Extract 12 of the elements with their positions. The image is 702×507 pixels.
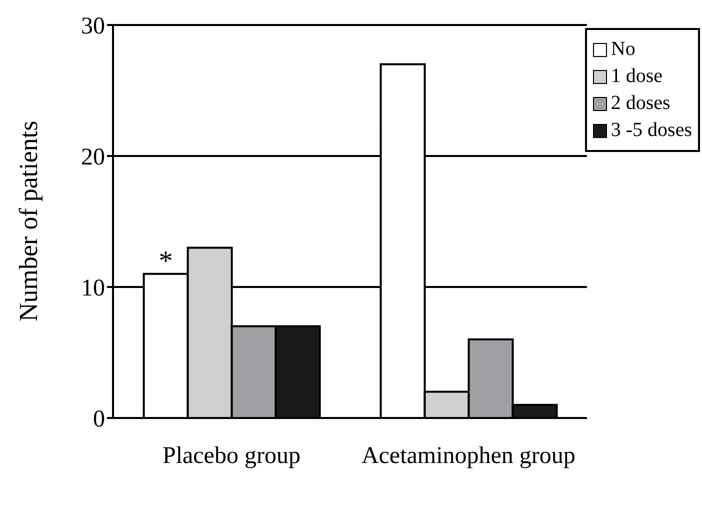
legend-label: 3 -5 doses	[610, 119, 692, 142]
x-tick-label: Acetaminophen group	[361, 443, 576, 470]
x-tick-label: Placebo group	[162, 443, 300, 470]
annotation: *	[158, 246, 173, 277]
y-tick-label: 10	[81, 276, 105, 302]
y-axis-title: Number of patients	[14, 120, 44, 322]
legend-label: 1 dose	[610, 65, 663, 88]
y-tick-label: 30	[81, 14, 105, 40]
y-tick-label: 20	[81, 144, 105, 171]
legend-label: 2 doses	[610, 92, 670, 115]
y-tick-label: 0	[93, 406, 105, 433]
legend-label: No	[610, 38, 636, 61]
